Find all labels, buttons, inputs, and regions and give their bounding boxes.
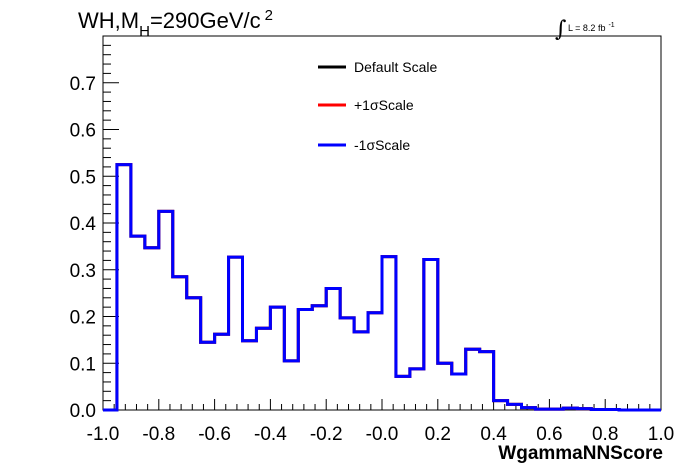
axes-group: -1.0 -0.8 -0.6 -0.4 -0.2 -0.0 0.2 0.4 0.6 0.8 1.0 0… xyxy=(70,35,674,445)
lumi-label: L = 8.2 fb -1 xyxy=(568,22,615,33)
y-tick-label: 0.1 xyxy=(70,354,96,375)
legend-label-1: Default Scale xyxy=(354,59,437,75)
x-tick-label: 0.2 xyxy=(425,424,451,445)
chart-title-superscript: 2 xyxy=(265,7,273,24)
x-tick-label: 0.6 xyxy=(536,424,562,445)
lumi-label-superscript: -1 xyxy=(608,22,614,29)
chart-title-main: WH,M xyxy=(78,8,139,33)
y-tick-label: 0.6 xyxy=(70,121,96,142)
series-group xyxy=(103,163,661,412)
x-tick-label: -0.8 xyxy=(142,424,175,445)
y-tick-label: 0.3 xyxy=(70,261,96,282)
series-line-3 xyxy=(103,163,661,412)
x-tick-label: -0.2 xyxy=(310,424,343,445)
legend-label-3: -1σScale xyxy=(354,137,410,153)
x-tick-label: -1.0 xyxy=(87,424,120,445)
y-tick-label: 0.4 xyxy=(70,214,97,235)
chart-title: WH,MH=290GeV/c 2 xyxy=(78,7,273,40)
lumi-integral-symbol: ∫ xyxy=(555,17,567,42)
y-tick-label: 0.2 xyxy=(70,308,96,329)
lumi-label-text: L = 8.2 fb xyxy=(568,23,605,33)
x-tick-label: -0.0 xyxy=(366,424,399,445)
x-tick-label: 0.8 xyxy=(592,424,618,445)
x-tick-label: 1.0 xyxy=(648,424,674,445)
y-tick-label: 0.0 xyxy=(70,401,96,422)
y-tick-label: 0.7 xyxy=(70,74,96,95)
x-tick-label: 0.4 xyxy=(480,424,507,445)
legend: Default Scale +1σScale -1σScale xyxy=(318,59,437,153)
x-axis-label: WgammaNNScore xyxy=(498,443,663,464)
legend-label-2: +1σScale xyxy=(354,97,414,113)
chart-title-subscript: H xyxy=(139,23,150,40)
x-tick-label: -0.6 xyxy=(198,424,231,445)
x-tick-label: -0.4 xyxy=(254,424,287,445)
chart-title-rest: =290GeV/c xyxy=(150,8,261,33)
y-tick-label: 0.5 xyxy=(70,167,96,188)
